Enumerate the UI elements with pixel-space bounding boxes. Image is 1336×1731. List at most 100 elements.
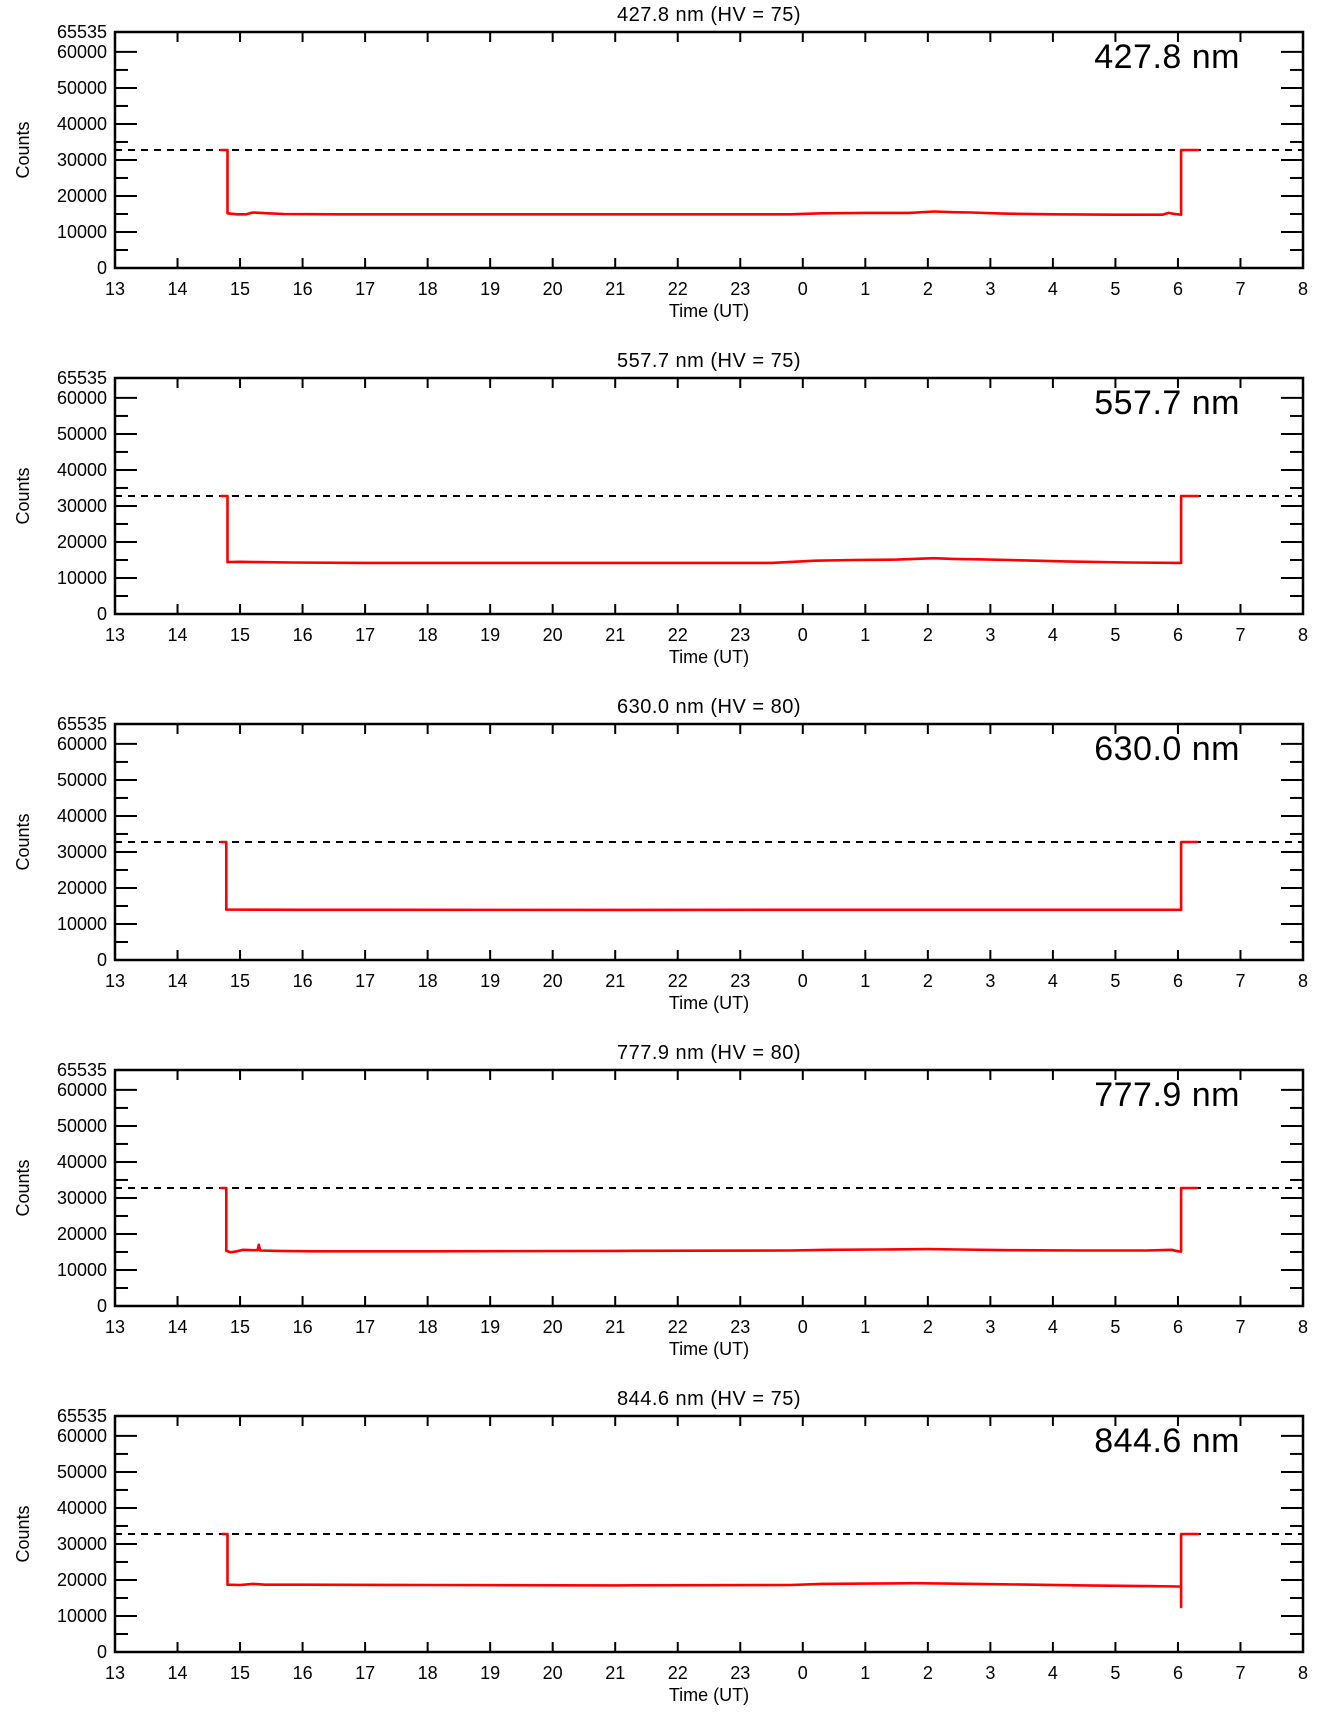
y-tick-label: 50000 (57, 1116, 107, 1136)
y-tick-label: 50000 (57, 770, 107, 790)
x-tick-label: 6 (1173, 971, 1183, 991)
y-tick-label: 30000 (57, 1188, 107, 1208)
y-axis-label: Counts (13, 1159, 33, 1217)
x-tick-label: 21 (605, 1317, 625, 1337)
x-tick-label: 1 (860, 625, 870, 645)
x-tick-label: 16 (293, 279, 313, 299)
y-tick-label: 30000 (57, 842, 107, 862)
x-tick-label: 20 (543, 1317, 563, 1337)
x-tick-label: 8 (1298, 1663, 1308, 1683)
x-tick-label: 13 (105, 971, 125, 991)
x-tick-label: 15 (230, 625, 250, 645)
x-tick-label: 18 (418, 625, 438, 645)
x-tick-label: 18 (418, 1317, 438, 1337)
x-tick-label: 8 (1298, 1317, 1308, 1337)
data-trace (220, 1186, 1198, 1254)
x-tick-label: 5 (1110, 279, 1120, 299)
x-tick-label: 1 (860, 1663, 870, 1683)
y-tick-label: 60000 (57, 734, 107, 754)
x-tick-label: 17 (355, 971, 375, 991)
x-tick-label: 4 (1048, 1663, 1058, 1683)
x-tick-label: 13 (105, 625, 125, 645)
y-tick-label: 65535 (57, 1406, 107, 1426)
y-tick-label: 0 (97, 950, 107, 970)
panel-title: 557.7 nm (HV = 75) (616, 350, 802, 372)
data-trace (220, 148, 1200, 216)
y-tick-label: 60000 (57, 1080, 107, 1100)
x-tick-label: 3 (985, 1663, 995, 1683)
x-tick-label: 3 (985, 971, 995, 991)
data-trace (220, 840, 1198, 912)
x-tick-label: 22 (668, 971, 688, 991)
x-tick-label: 2 (923, 1317, 933, 1337)
y-tick-label: 20000 (57, 1224, 107, 1244)
wavelength-label: 630.0 nm (1094, 730, 1240, 768)
y-tick-label: 65535 (57, 1060, 107, 1080)
x-tick-label: 14 (168, 625, 188, 645)
y-axis-label: Counts (13, 467, 33, 525)
x-tick-label: 19 (480, 625, 500, 645)
x-tick-label: 13 (105, 1663, 125, 1683)
x-tick-label: 19 (480, 971, 500, 991)
x-tick-label: 0 (798, 971, 808, 991)
chart-panel-427-8: 13 14 15 16 17 18 19 20 21 22 23 0 1 2 3 4 5 6 7 8 0 10000 200… (0, 0, 1336, 346)
y-tick-label: 60000 (57, 1426, 107, 1446)
y-tick-label: 20000 (57, 1570, 107, 1590)
x-tick-label: 14 (168, 971, 188, 991)
data-trace (221, 1532, 1200, 1609)
x-tick-label: 16 (293, 625, 313, 645)
y-tick-label: 40000 (57, 114, 107, 134)
x-tick-label: 4 (1048, 279, 1058, 299)
x-tick-label: 0 (798, 1317, 808, 1337)
y-tick-label: 60000 (57, 388, 107, 408)
x-tick-label: 21 (605, 1663, 625, 1683)
y-tick-label: 50000 (57, 1462, 107, 1482)
plot-area-427-8: 13 14 15 16 17 18 19 20 21 22 23 0 1 2 3 4 5 6 7 8010000200… (57, 22, 1308, 299)
x-tick-label: 0 (798, 1663, 808, 1683)
x-tick-label: 3 (985, 1317, 995, 1337)
x-tick-label: 7 (1235, 625, 1245, 645)
wavelength-label: 777.9 nm (1094, 1076, 1240, 1114)
panel-title: 844.6 nm (HV = 75) (616, 1388, 802, 1410)
plot-area-844-6: 13 14 15 16 17 18 19 20 21 22 23 0 1 2 3 4 5 6 7 8010000200… (57, 1406, 1308, 1683)
x-tick-label: 20 (543, 1663, 563, 1683)
x-tick-label: 23 (730, 1317, 750, 1337)
x-tick-label: 18 (418, 971, 438, 991)
x-tick-label: 4 (1048, 1317, 1058, 1337)
y-tick-label: 40000 (57, 806, 107, 826)
x-tick-label: 7 (1235, 1317, 1245, 1337)
x-tick-label: 14 (168, 1317, 188, 1337)
x-tick-label: 8 (1298, 625, 1308, 645)
x-tick-label: 17 (355, 625, 375, 645)
x-tick-label: 19 (480, 279, 500, 299)
x-tick-label: 8 (1298, 279, 1308, 299)
y-tick-label: 20000 (57, 878, 107, 898)
y-tick-label: 0 (97, 1296, 107, 1316)
x-tick-label: 2 (923, 971, 933, 991)
data-trace (220, 494, 1200, 565)
chart-panel-630-0: 13 14 15 16 17 18 19 20 21 22 23 0 1 2 3 4 5 6 7 8 0 10000 200… (0, 692, 1336, 1038)
y-tick-label: 50000 (57, 424, 107, 444)
y-tick-label: 10000 (57, 222, 107, 242)
x-tick-label: 19 (480, 1317, 500, 1337)
x-tick-label: 2 (923, 625, 933, 645)
x-tick-label: 21 (605, 279, 625, 299)
y-tick-label: 30000 (57, 1534, 107, 1554)
x-tick-label: 16 (293, 971, 313, 991)
x-tick-label: 13 (105, 1317, 125, 1337)
x-tick-label: 8 (1298, 971, 1308, 991)
x-tick-label: 23 (730, 971, 750, 991)
x-tick-label: 0 (798, 279, 808, 299)
y-tick-label: 60000 (57, 42, 107, 62)
y-tick-label: 0 (97, 1642, 107, 1662)
x-tick-label: 0 (798, 625, 808, 645)
x-tick-label: 1 (860, 279, 870, 299)
x-tick-label: 22 (668, 1663, 688, 1683)
x-tick-label: 15 (230, 279, 250, 299)
x-tick-label: 4 (1048, 625, 1058, 645)
x-tick-label: 5 (1110, 1317, 1120, 1337)
x-tick-label: 20 (543, 625, 563, 645)
x-tick-label: 7 (1235, 279, 1245, 299)
x-tick-label: 1 (860, 1317, 870, 1337)
x-tick-label: 18 (418, 1663, 438, 1683)
